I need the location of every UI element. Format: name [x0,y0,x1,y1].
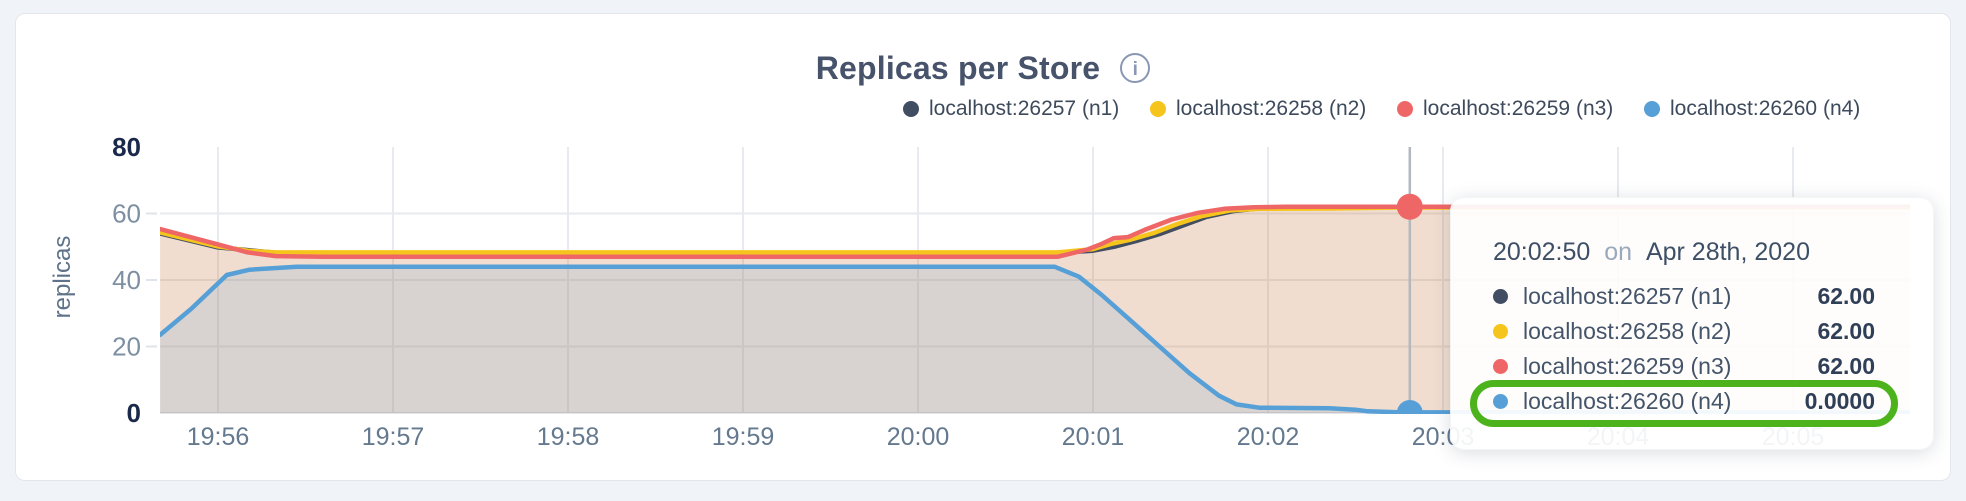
y-tick-label: 60 [112,199,141,229]
y-tick-label: 0 [127,398,141,428]
x-tick-label: 19:56 [187,423,250,451]
tooltip-series-label: localhost:26257 (n1) [1523,283,1732,309]
legend-item-n4[interactable]: localhost:26260 (n4) [1644,97,1860,121]
chart-title: Replicas per Store [815,49,1101,86]
tooltip-series-label: localhost:26260 (n4) [1523,388,1732,414]
series-color-dot [1493,359,1508,374]
legend-label: localhost:26260 (n4) [1670,97,1861,120]
tooltip-timestamp: 20:02:50 on Apr 28th, 2020 [1493,238,1810,266]
series-color-dot [1644,101,1660,117]
x-tick-label: 19:59 [712,423,775,451]
y-tick-label: 40 [112,265,141,295]
tooltip-series-label: localhost:26259 (n3) [1523,353,1732,379]
x-tick-label: 19:57 [362,423,425,451]
tooltip-row: localhost:26259 (n3) 62.00 [1493,349,1875,384]
series-color-dot [1493,289,1508,304]
series-line [160,264,1910,414]
tooltip-series-value: 62.00 [1817,318,1875,344]
tooltip-series-label: localhost:26258 (n2) [1523,318,1732,344]
series-color-dot [1397,101,1413,117]
series-color-dot [1493,394,1508,409]
series-area [160,266,1910,413]
x-tick-label: 19:58 [537,423,600,451]
tooltip-time: 20:02:50 [1493,238,1591,266]
series-color-dot [1150,101,1166,117]
series-line [160,204,1910,259]
series-color-dot [903,101,919,117]
tooltip-series-value: 62.00 [1817,353,1875,379]
hover-marker-dot [1396,193,1423,220]
x-tick-label: 20:01 [1062,423,1125,451]
y-tick-label: 80 [112,132,141,162]
hover-tooltip: 20:02:50 on Apr 28th, 2020 localhost:262… [1450,197,1934,450]
legend-label: localhost:26259 (n3) [1423,97,1614,120]
legend-item-n2[interactable]: localhost:26258 (n2) [1150,97,1366,121]
x-tick-label: 20:02 [1237,423,1300,451]
legend-label: localhost:26258 (n2) [1176,97,1367,120]
tooltip-series-value: 0.0000 [1804,388,1875,414]
tooltip-date-text: Apr 28th, 2020 [1645,238,1810,266]
tooltip-row: localhost:26257 (n1) 62.00 [1493,279,1875,314]
tooltip-row-highlighted: localhost:26260 (n4) 0.0000 [1493,384,1875,419]
tooltip-row: localhost:26258 (n2) 62.00 [1493,314,1875,349]
x-tick-label: 20:00 [887,423,950,451]
series-color-dot [1493,324,1508,339]
tooltip-series-value: 62.00 [1817,283,1875,309]
info-icon[interactable]: i [1120,53,1151,83]
legend-item-n1[interactable]: localhost:26257 (n1) [903,97,1119,121]
y-tick-label: 20 [112,332,141,362]
legend-item-n3[interactable]: localhost:26259 (n3) [1397,97,1613,121]
y-axis-title: replicas [49,236,76,319]
tooltip-date [1639,238,1646,266]
chart-header: Replicas per Store i [0,50,1966,86]
legend-label: localhost:26257 (n1) [929,97,1120,120]
hover-marker-dot [1396,400,1423,414]
